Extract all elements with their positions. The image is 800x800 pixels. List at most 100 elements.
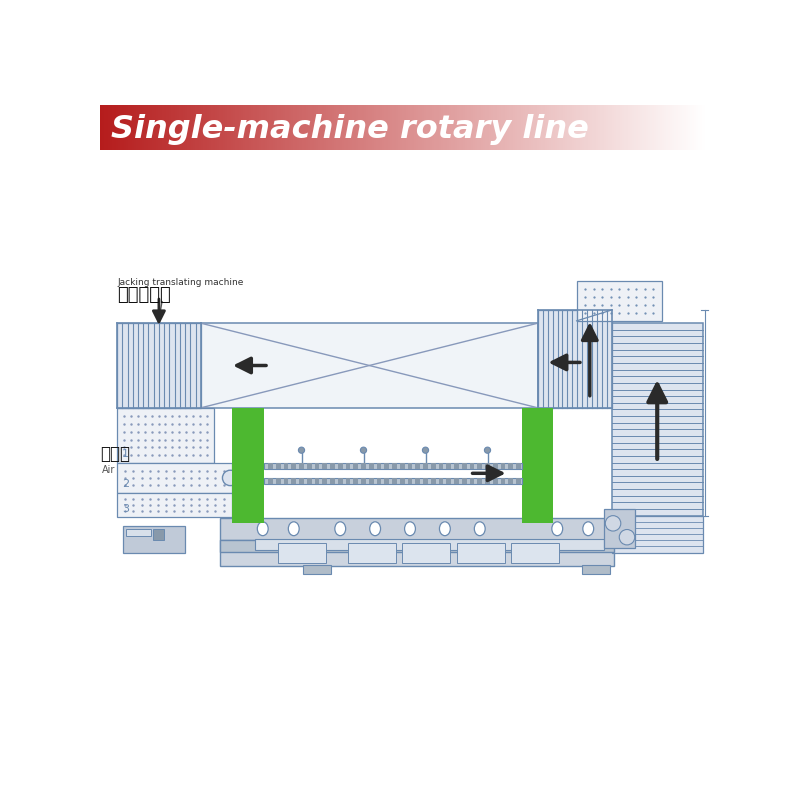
Bar (108, 106, 111, 150)
Bar (582, 565, 610, 574)
Bar (516, 478, 521, 484)
Bar (483, 106, 486, 150)
Bar (481, 106, 484, 150)
Bar (420, 106, 423, 150)
Bar (519, 106, 522, 150)
Bar (567, 106, 570, 150)
Bar (650, 106, 653, 150)
Bar (606, 106, 609, 150)
Bar (307, 478, 311, 484)
Bar (197, 106, 199, 150)
Bar (600, 106, 602, 150)
Bar (505, 106, 508, 150)
Bar (307, 106, 310, 150)
Bar (322, 478, 327, 484)
Bar (220, 518, 614, 539)
Bar (664, 106, 667, 150)
Bar (588, 106, 590, 150)
Text: 气浮台: 气浮台 (100, 446, 130, 463)
Bar (166, 106, 170, 150)
Bar (550, 106, 552, 150)
Bar (437, 106, 439, 150)
Bar (154, 106, 157, 150)
Bar (205, 106, 207, 150)
Bar (408, 462, 412, 469)
Bar (466, 106, 470, 150)
Bar (469, 106, 471, 150)
Bar (237, 106, 240, 150)
Bar (243, 106, 246, 150)
Bar (529, 106, 532, 150)
Bar (477, 106, 479, 150)
Bar (279, 106, 282, 150)
Bar (654, 106, 657, 150)
Bar (596, 106, 598, 150)
Bar (422, 106, 425, 150)
Bar (225, 106, 228, 150)
Bar (255, 538, 604, 550)
Bar (169, 106, 171, 150)
Bar (575, 106, 578, 150)
Bar (270, 106, 272, 150)
Bar (438, 106, 442, 150)
Bar (356, 106, 358, 150)
Bar (392, 478, 397, 484)
Bar (693, 106, 695, 150)
Bar (233, 106, 236, 150)
Bar (245, 106, 248, 150)
Bar (217, 106, 220, 150)
Bar (402, 542, 450, 563)
Bar (366, 106, 369, 150)
Bar (414, 106, 417, 150)
Bar (100, 106, 102, 150)
Bar (220, 539, 614, 566)
Bar (666, 106, 669, 150)
Ellipse shape (583, 522, 594, 536)
Circle shape (222, 470, 238, 486)
Bar (614, 106, 617, 150)
Bar (618, 106, 621, 150)
Bar (117, 408, 214, 463)
Bar (264, 462, 522, 469)
Bar (376, 106, 379, 150)
Bar (445, 106, 447, 150)
Bar (303, 106, 306, 150)
Bar (688, 106, 691, 150)
Bar (386, 106, 389, 150)
Bar (314, 106, 316, 150)
Bar (326, 106, 329, 150)
Bar (566, 106, 568, 150)
Bar (630, 106, 633, 150)
Bar (555, 106, 558, 150)
Bar (579, 106, 582, 150)
Bar (598, 106, 601, 150)
Bar (116, 106, 119, 150)
Bar (330, 462, 335, 469)
Bar (390, 106, 393, 150)
Bar (287, 106, 290, 150)
Bar (206, 106, 210, 150)
Bar (232, 408, 264, 523)
Bar (398, 106, 401, 150)
Bar (562, 106, 564, 150)
Bar (235, 106, 238, 150)
Bar (263, 106, 266, 150)
Bar (577, 281, 662, 321)
Ellipse shape (335, 522, 346, 536)
Bar (364, 106, 366, 150)
Bar (158, 106, 162, 150)
Bar (275, 106, 278, 150)
Circle shape (298, 447, 305, 454)
Bar (201, 106, 203, 150)
Bar (604, 106, 606, 150)
Bar (509, 462, 513, 469)
Bar (396, 106, 399, 150)
Bar (446, 478, 451, 484)
Bar (694, 106, 698, 150)
Bar (487, 106, 490, 150)
Bar (489, 106, 492, 150)
Bar (670, 106, 673, 150)
Bar (209, 106, 211, 150)
Ellipse shape (439, 522, 450, 536)
Bar (223, 106, 226, 150)
